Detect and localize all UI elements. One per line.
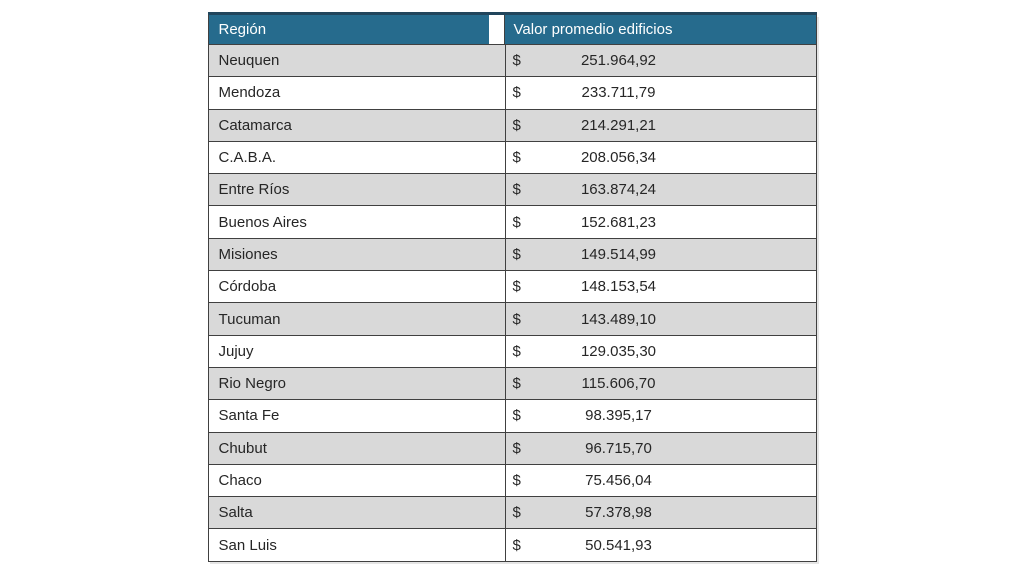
region-cell: Entre Ríos [209,174,506,206]
currency-symbol: $ [512,245,521,263]
table-row: Santa Fe $ 98.395,17 [208,399,816,432]
value-cell: $ 75.456,04 [506,465,816,496]
value-amount: 98.395,17 [585,407,652,425]
value-cell: $ 115.606,70 [506,368,816,399]
value-amount: 143.489,10 [580,310,657,328]
value-amount: 251.964,92 [580,52,657,70]
region-cell: C.A.B.A. [209,141,506,174]
header-label-region: Región [208,15,489,44]
value-cell: $ 149.514,99 [506,239,816,270]
value-amount: 96.715,70 [585,439,652,457]
table-row: Córdoba $ 148.153,54 [208,270,816,303]
header-cell-region: Región [208,15,505,44]
table-row: Catamarca $ 214.291,21 [208,108,816,141]
currency-symbol: $ [512,116,521,134]
region-cell: Salta [209,497,506,529]
table-row: Neuquen $ 251.964,92 [208,44,816,77]
value-amount: 149.514,99 [580,245,657,263]
value-amount: 57.378,98 [585,504,652,522]
region-cell: Chaco [209,464,506,497]
region-cell: San Luis [209,529,506,561]
table-row: Rio Negro $ 115.606,70 [208,366,816,400]
value-amount: 148.153,54 [580,278,657,296]
region-cell: Buenos Aires [209,206,506,238]
currency-symbol: $ [512,375,521,393]
region-cell: Misiones [209,238,506,271]
value-amount: 75.456,04 [585,472,652,489]
value-cell: $ 143.489,10 [506,303,816,334]
table-row: Chaco $ 75.456,04 [208,463,816,497]
value-cell: $ 208.056,34 [506,142,816,173]
table-row: Jujuy $ 129.035,30 [208,334,816,367]
value-amount: 50.541,93 [585,536,652,554]
currency-symbol: $ [512,310,521,328]
currency-symbol: $ [512,278,521,296]
table-row: Salta $ 57.378,98 [208,496,816,529]
region-cell: Chubut [209,432,506,464]
value-cell: $ 251.964,92 [506,45,816,76]
value-cell: $ 129.035,30 [506,336,816,367]
region-cell: Tucuman [209,303,506,335]
table-row: Mendoza $ 233.711,79 [208,76,816,109]
table-row: C.A.B.A. $ 208.056,34 [208,140,816,174]
currency-symbol: $ [512,342,521,360]
table-row: Misiones $ 149.514,99 [208,237,816,271]
value-amount: 163.874,24 [580,181,657,199]
currency-symbol: $ [512,84,521,102]
header-cell-value: Valor promedio edificios [504,15,816,44]
value-amount: 129.035,30 [580,342,657,360]
currency-symbol: $ [512,472,521,489]
currency-symbol: $ [512,504,521,522]
currency-symbol: $ [512,181,521,199]
value-amount: 152.681,23 [580,213,657,231]
value-amount: 233.711,79 [581,84,656,102]
table-row: Chubut $ 96.715,70 [208,431,816,464]
value-amount: 208.056,34 [580,149,657,167]
currency-symbol: $ [512,149,521,167]
value-cell: $ 96.715,70 [506,433,816,464]
table-row: Tucuman $ 143.489,10 [208,302,816,335]
region-cell: Mendoza [209,77,506,109]
regions-value-table: Región Valor promedio edificios Neuquen … [207,12,817,562]
currency-symbol: $ [512,439,521,457]
value-cell: $ 98.395,17 [506,400,816,431]
value-cell: $ 152.681,23 [506,206,816,237]
value-cell: $ 214.291,21 [506,110,816,141]
value-cell: $ 233.711,79 [506,77,816,108]
value-cell: $ 163.874,24 [506,174,816,205]
region-cell: Catamarca [209,109,506,141]
region-cell: Santa Fe [209,400,506,432]
table-grid: Región Valor promedio edificios Neuquen … [207,15,817,562]
currency-symbol: $ [512,407,521,425]
table-body: Neuquen $ 251.964,92 Mendoza $ 233.711,7… [208,44,816,561]
table-header: Región Valor promedio edificios [208,15,816,44]
table-row: San Luis $ 50.541,93 [208,528,816,561]
region-cell: Jujuy [209,335,506,367]
region-cell: Rio Negro [209,367,506,400]
currency-symbol: $ [512,52,521,70]
table-row: Entre Ríos $ 163.874,24 [208,173,816,206]
currency-symbol: $ [512,213,521,231]
value-cell: $ 50.541,93 [506,529,816,560]
region-cell: Córdoba [209,271,506,303]
value-amount: 214.291,21 [580,116,657,134]
value-amount: 115.606,70 [581,375,656,393]
value-cell: $ 148.153,54 [506,271,816,302]
table-row: Buenos Aires $ 152.681,23 [208,205,816,238]
table-top-border [207,12,817,15]
region-cell: Neuquen [209,45,506,77]
value-cell: $ 57.378,98 [506,497,816,528]
currency-symbol: $ [512,536,521,554]
